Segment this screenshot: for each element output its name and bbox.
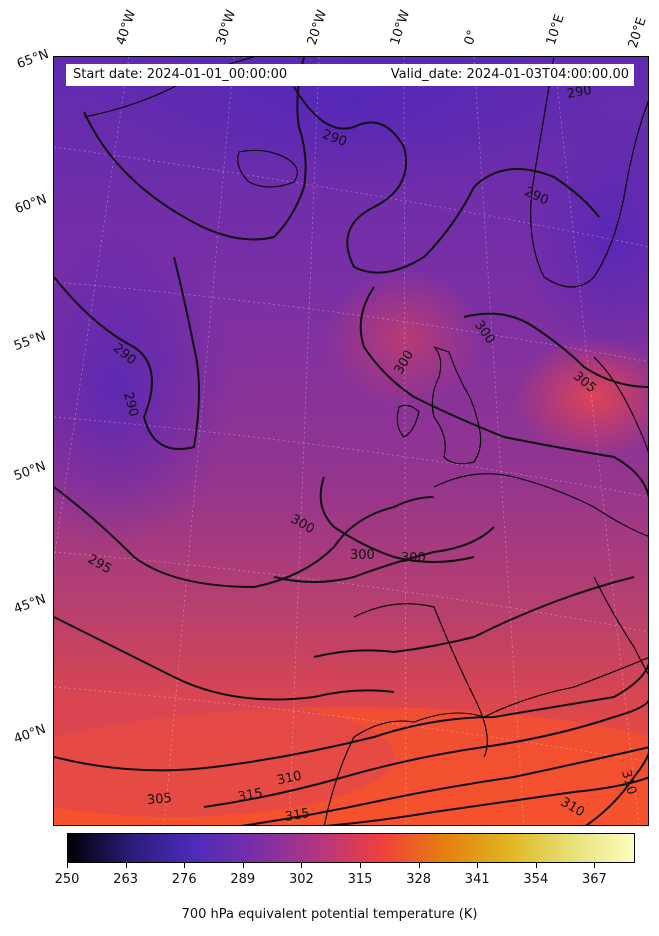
- lat-label-50n: 50°N: [12, 458, 48, 485]
- lon-label-0: 0°: [461, 28, 481, 47]
- map-panel: 290 290 290 290 290 300 300 305 300 300 …: [53, 56, 649, 826]
- colorbar-tick-label: 367: [582, 872, 607, 887]
- colorbar-tick-label: 328: [406, 872, 432, 887]
- colorbar-tick-mark: [360, 863, 362, 868]
- contours: [54, 57, 648, 825]
- colorbar-tick-label: 250: [54, 872, 80, 887]
- contour-label: 300: [401, 551, 426, 566]
- lon-label-10w: 10°W: [387, 8, 414, 47]
- lat-label-55n: 55°N: [12, 328, 48, 355]
- colorbar-tick-label: 354: [523, 872, 549, 887]
- contour-label: 300: [350, 548, 375, 563]
- coastlines: [83, 57, 648, 825]
- colorbar-tick-mark: [242, 863, 244, 868]
- colorbar-tick-mark: [125, 863, 127, 868]
- contour-label: 305: [146, 790, 173, 809]
- colorbar-tick-mark: [418, 863, 420, 868]
- theta-e-field: [54, 57, 648, 825]
- colorbar-tick-mark: [535, 863, 537, 868]
- lat-label-45n: 45°N: [12, 591, 48, 618]
- colorbar-title: 700 hPa equivalent potential temperature…: [181, 907, 478, 922]
- warm-region-north-sea: [324, 267, 484, 407]
- lon-label-10e: 10°E: [543, 12, 568, 48]
- lon-label-20e: 20°E: [625, 15, 650, 51]
- colorbar-tick-label: 276: [171, 872, 197, 887]
- warm-region-baltic: [514, 337, 648, 457]
- date-info-box: Start date: 2024-01-01_00:00:00 Valid_da…: [66, 64, 634, 86]
- colorbar-tick-label: 315: [347, 872, 373, 887]
- cold-region-scandinavia: [524, 107, 648, 367]
- colorbar-tick-mark: [67, 863, 68, 868]
- lon-label-20w: 20°W: [304, 8, 331, 47]
- colorbar-tick-mark: [477, 863, 479, 868]
- lon-label-40w: 40°W: [113, 8, 140, 47]
- cold-region-west: [54, 227, 234, 547]
- lat-label-60n: 60°N: [13, 191, 49, 218]
- colorbar-tick-mark: [184, 863, 186, 868]
- cold-region-north: [94, 57, 614, 187]
- start-date-text: Start date: 2024-01-01_00:00:00: [73, 67, 288, 82]
- colorbar-tick-label: 263: [113, 872, 139, 887]
- colorbar-tick-label: 289: [230, 872, 256, 887]
- colorbar-tick-mark: [594, 863, 596, 868]
- lat-label-40n: 40°N: [12, 721, 48, 748]
- colorbar: [67, 833, 635, 863]
- colorbar-tick-label: 302: [288, 872, 314, 887]
- valid-date-text: Valid_date: 2024-01-03T04:00:00.00: [390, 67, 629, 82]
- colorbar-tick-mark: [301, 863, 303, 868]
- graticule: [54, 57, 648, 825]
- colorbar-tick-label: 341: [464, 872, 490, 887]
- lon-label-30w: 30°W: [213, 8, 240, 47]
- lat-label-65n: 65°N: [15, 46, 51, 73]
